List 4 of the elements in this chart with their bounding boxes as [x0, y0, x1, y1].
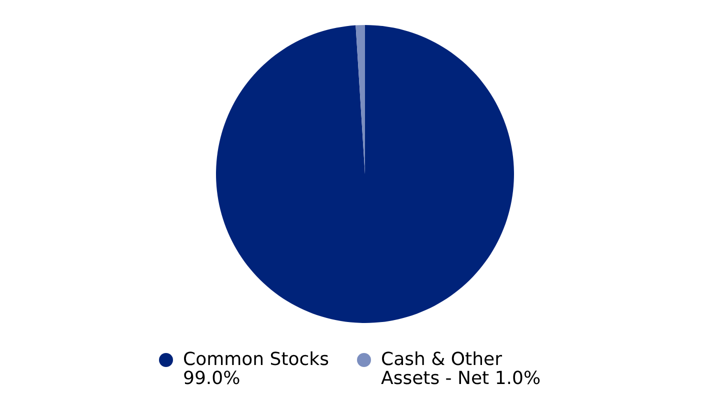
legend-label: Common Stocks [183, 349, 329, 370]
data-label: 1.0% [494, 368, 541, 389]
pie-slice [216, 25, 514, 323]
data-label: 99.0% [183, 368, 240, 389]
